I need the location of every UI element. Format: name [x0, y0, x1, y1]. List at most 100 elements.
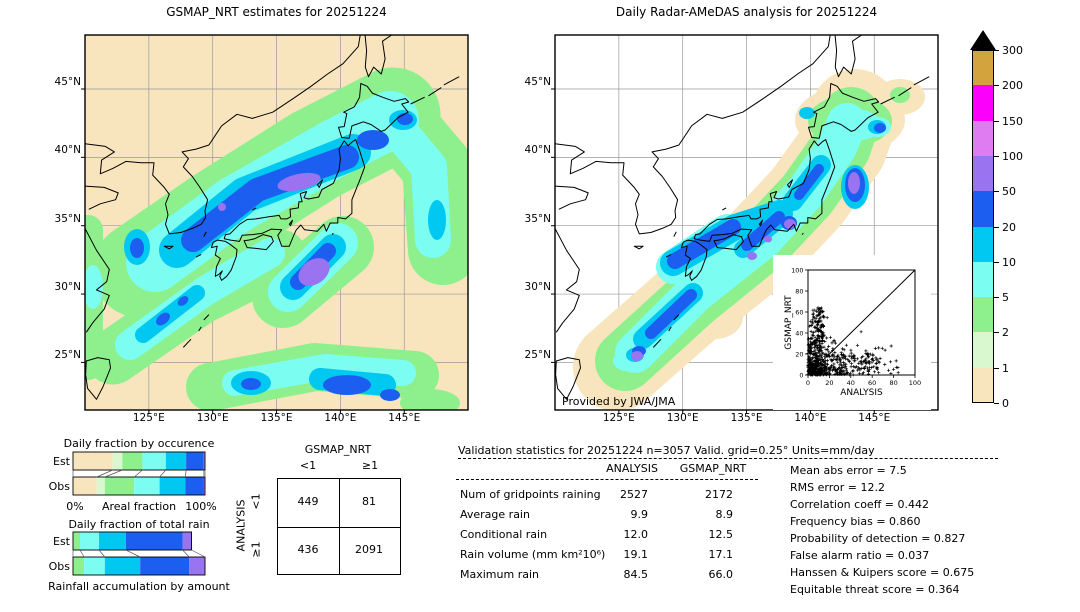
colorbar-segment-p1	[972, 332, 994, 369]
left-map-title: GSMAP_NRT estimates for 20251224	[166, 5, 387, 19]
colorbar-tick-label: 200	[1002, 79, 1023, 93]
colorbar-tick-label: 300	[1002, 44, 1023, 57]
stats-gsmap-value: 17.1	[708, 548, 734, 561]
coastline	[555, 228, 580, 333]
coastline	[85, 228, 110, 333]
coastline	[680, 239, 708, 281]
stats-analysis-value: 9.9	[630, 508, 649, 521]
stats-analysis-value: 84.5	[623, 568, 649, 581]
coastline	[85, 185, 119, 210]
coastline	[555, 357, 581, 400]
bar-segment	[125, 532, 183, 550]
colorbar-tick-label: 10	[1002, 255, 1016, 269]
coastline	[364, 35, 393, 78]
coastline	[428, 87, 442, 97]
contingency-row-label-lt1: <1	[249, 493, 263, 510]
bar-outline	[72, 531, 192, 551]
coastline	[801, 232, 804, 235]
coastline	[243, 234, 274, 251]
right-map-title: Daily Radar-AMeDAS analysis for 20251224	[615, 5, 878, 19]
colorbar-segment-p0	[972, 367, 994, 404]
coastline	[198, 326, 202, 332]
inset-y-tick: 20	[795, 350, 803, 358]
colorbar-tick-label: 5	[1002, 291, 1009, 305]
inset-x-tick: 60	[868, 379, 876, 387]
colorbar-tick-label: 1	[1002, 361, 1009, 375]
inset-y-tick: 60	[795, 308, 803, 316]
bar-connector	[98, 549, 106, 558]
bar-segment	[73, 477, 97, 495]
stats-analysis-value: 12.0	[623, 528, 649, 541]
bar-segment	[203, 477, 205, 495]
bar-segment	[73, 557, 85, 575]
inset-y-tick: 100	[791, 266, 803, 274]
bar-segment	[99, 532, 126, 550]
est-row-label: Est	[53, 535, 71, 548]
coastline	[834, 35, 863, 78]
coastline	[203, 314, 210, 321]
areal-axis-right-label: 100%	[185, 500, 216, 513]
stats-row-label: Num of gridpoints raining	[460, 488, 601, 501]
coastline	[713, 234, 744, 251]
coastline	[758, 219, 763, 227]
latitude-tick-label: 40°N	[524, 144, 551, 157]
coastline	[223, 139, 366, 247]
colorbar-tick-label: 2	[1002, 326, 1009, 340]
contingency-row-title: ANALYSIS	[234, 499, 248, 552]
coastline	[410, 96, 425, 105]
score-false-alarm-ratio: False alarm ratio = 0.037	[790, 549, 930, 562]
colorbar-segment-p10	[972, 226, 994, 263]
bar-segment	[96, 477, 105, 495]
bar-segment	[140, 557, 190, 575]
totalrain-chart-title: Daily fraction of total rain	[68, 518, 209, 531]
longitude-tick-label: 130°E	[666, 412, 699, 424]
coastline	[652, 338, 662, 348]
colorbar-tick-label: 50	[1002, 185, 1016, 199]
areal-axis-title: Areal fraction	[102, 500, 176, 513]
contingency-cell-miss: 436	[297, 543, 319, 556]
bar-segment	[73, 532, 80, 550]
bar-connector	[96, 469, 113, 478]
longitude-tick-label: 140°E	[324, 412, 357, 424]
coastline	[252, 207, 257, 211]
colorbar-tick	[994, 155, 999, 157]
latitude-tick-label: 25°N	[54, 349, 81, 362]
coastline	[195, 253, 202, 258]
bar-outline	[72, 476, 206, 496]
colorbar-segment-p20	[972, 191, 994, 227]
stats-analysis-value: 19.1	[623, 548, 649, 561]
contingency-cell-false-alarm: 81	[362, 495, 376, 508]
inset-scatter: 00 20 20 40 40 60 60 80 80 100 100 ANALYSIS GSMAP_NR…	[773, 255, 931, 410]
validation-stats-title: Validation statistics for 20251224 n=305…	[458, 444, 875, 457]
data-credit: Provided by JWA/JMA	[562, 395, 676, 408]
score-equitable-threat-score: Equitable threat score = 0.364	[790, 583, 960, 596]
latitude-tick-label: 25°N	[524, 349, 551, 362]
latitude-tick-label: 45°N	[524, 75, 551, 88]
longitude-tick-label: 130°E	[196, 412, 229, 424]
coastline	[673, 314, 680, 321]
bar-segment	[203, 452, 205, 470]
bar-outline	[72, 451, 206, 471]
inset-xlabel: ANALYSIS	[840, 388, 883, 398]
est-row-label: Est	[53, 455, 71, 468]
stats-gsmap-value: 66.0	[708, 568, 734, 581]
coastline	[555, 185, 589, 210]
bar-segment	[165, 452, 187, 470]
bar-segment	[104, 557, 141, 575]
bar-connector	[104, 469, 123, 478]
latitude-tick-label: 40°N	[54, 144, 81, 157]
coastline	[913, 76, 930, 86]
contingency-cell-hit: 2091	[355, 543, 383, 556]
gsmap-precipitation-map	[81, 34, 469, 414]
gsmap-map-content	[85, 35, 468, 410]
inset-ylabel: GSMAP_NRT	[784, 295, 794, 350]
stats-col-analysis: ANALYSIS	[606, 462, 658, 475]
inset-x-tick: 80	[889, 379, 897, 387]
longitude-tick-label: 145°E	[388, 412, 421, 424]
latitude-tick-label: 35°N	[54, 212, 81, 225]
colorbar-tick	[994, 50, 999, 51]
bar-segment	[186, 452, 204, 470]
bar-connector	[184, 469, 187, 478]
coastline	[182, 338, 192, 348]
